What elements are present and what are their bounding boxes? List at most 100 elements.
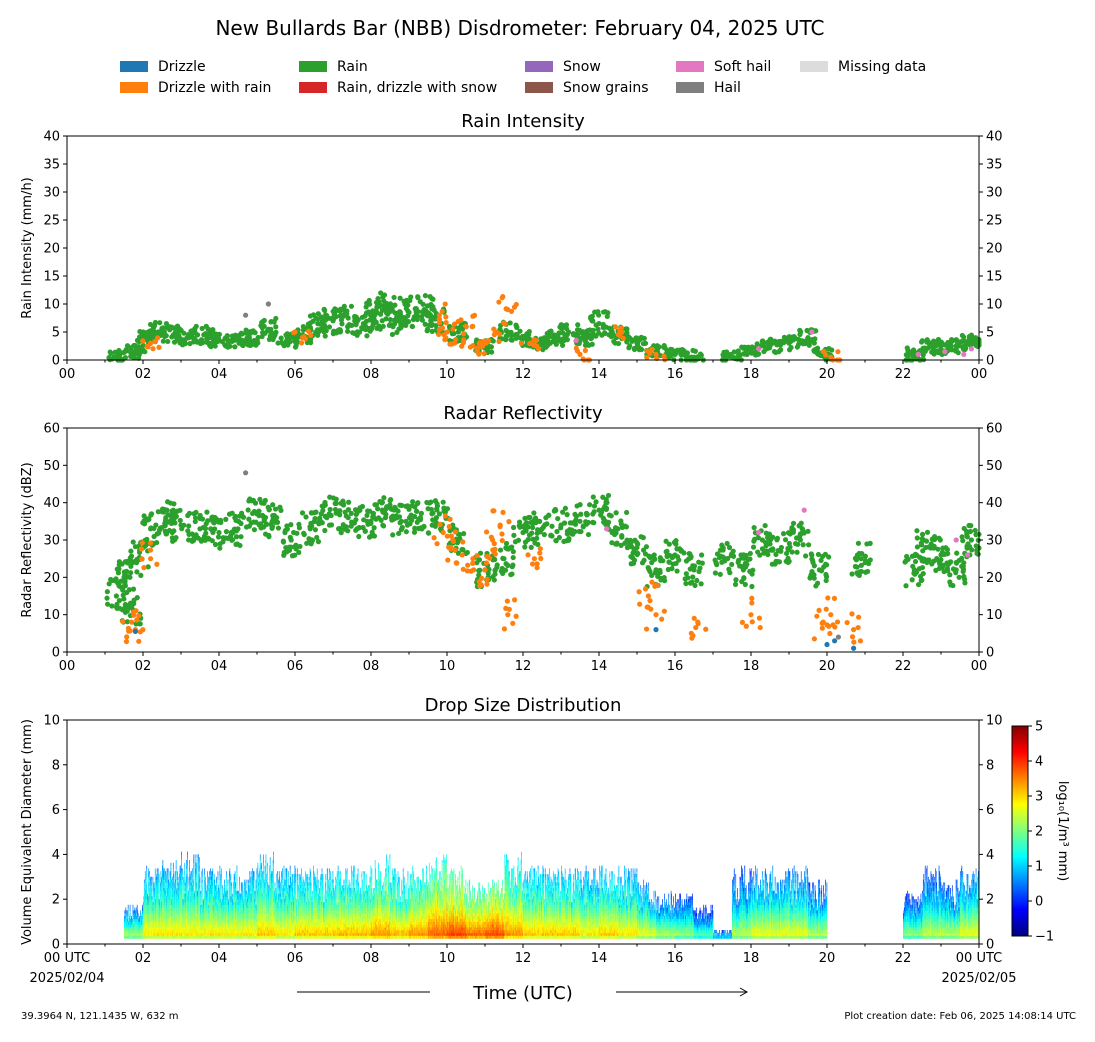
- data-point: [909, 577, 915, 583]
- data-point: [412, 306, 418, 312]
- data-point: [420, 301, 426, 307]
- dsd-cell: [152, 899, 154, 903]
- data-point: [160, 338, 166, 344]
- data-point: [394, 515, 400, 521]
- data-point: [691, 615, 697, 621]
- data-point: [942, 349, 948, 355]
- legend-swatch: [800, 60, 828, 72]
- data-point: [430, 517, 436, 523]
- data-point: [653, 627, 659, 633]
- dsd-cell: [131, 916, 132, 920]
- data-point: [683, 580, 689, 587]
- data-point: [636, 589, 642, 595]
- data-point: [403, 503, 409, 509]
- data-point: [447, 516, 453, 522]
- dsd-cell: [171, 879, 173, 883]
- data-point: [603, 506, 609, 513]
- y-tick-label: 35: [43, 158, 60, 173]
- data-point: [835, 634, 842, 640]
- dsd-cell: [171, 876, 173, 880]
- dsd-cell: [162, 865, 164, 869]
- dsd-cell: [135, 913, 137, 917]
- dsd-cell: [152, 879, 154, 883]
- data-point: [225, 344, 231, 350]
- dsd-cell: [158, 896, 160, 900]
- data-point: [635, 541, 641, 547]
- data-point: [132, 628, 138, 635]
- dsd-cell: [154, 888, 156, 892]
- x-tick-label: 14: [591, 659, 608, 674]
- dsd-cell: [132, 904, 134, 908]
- dsd-cell: [132, 913, 134, 917]
- dsd-cell: [174, 876, 176, 880]
- data-point: [669, 351, 675, 357]
- dsd-cell: [127, 913, 129, 917]
- data-point: [171, 501, 177, 507]
- data-point: [778, 548, 784, 554]
- data-point: [919, 564, 926, 571]
- data-point: [522, 539, 529, 545]
- legend-label: Drizzle with rain: [158, 80, 271, 96]
- dsd-cell: [170, 882, 172, 886]
- data-point: [512, 597, 518, 603]
- dsd-cell: [146, 874, 148, 878]
- data-point: [151, 533, 157, 540]
- dsd-cell: [168, 882, 170, 886]
- data-point: [770, 546, 776, 552]
- dsd-cell: [144, 888, 146, 892]
- x-tick-label: 06: [287, 367, 304, 382]
- legend-label: Hail: [714, 80, 741, 96]
- data-point: [534, 565, 540, 571]
- dsd-cell: [127, 918, 129, 922]
- data-point: [318, 511, 324, 517]
- dsd-cell: [177, 876, 179, 880]
- data-point: [712, 557, 718, 563]
- data-point: [857, 569, 863, 575]
- data-point: [437, 521, 443, 527]
- dsd-cell: [167, 876, 169, 880]
- data-point: [240, 514, 247, 520]
- data-point: [432, 523, 438, 529]
- data-point: [422, 321, 428, 327]
- data-point: [223, 529, 230, 535]
- data-point: [381, 495, 387, 501]
- data-point: [233, 513, 239, 520]
- data-point: [513, 613, 519, 619]
- data-point: [587, 502, 593, 508]
- dsd-cell: [152, 876, 154, 880]
- legend-label: Snow grains: [563, 80, 649, 96]
- data-point: [414, 313, 421, 319]
- data-point: [522, 544, 528, 550]
- data-point: [333, 496, 339, 502]
- data-point: [321, 315, 327, 322]
- data-point: [831, 595, 838, 601]
- data-point: [229, 529, 235, 535]
- data-point: [356, 525, 362, 531]
- data-point: [359, 503, 366, 510]
- data-point: [291, 338, 298, 344]
- data-point: [434, 501, 440, 507]
- dsd-cell: [166, 879, 168, 883]
- data-point: [789, 549, 795, 555]
- dsd-cell: [144, 885, 146, 889]
- data-point: [634, 342, 641, 348]
- dsd-cell: [146, 871, 148, 875]
- data-point: [300, 323, 306, 330]
- data-point: [600, 324, 606, 331]
- data-point: [301, 334, 307, 340]
- data-point: [177, 340, 183, 346]
- data-point: [745, 556, 751, 563]
- data-point: [270, 502, 276, 508]
- data-point: [114, 566, 120, 572]
- dsd-cell: [125, 907, 127, 911]
- data-point: [903, 583, 909, 589]
- data-point: [137, 328, 143, 335]
- data-point: [382, 515, 389, 521]
- dsd-cell: [173, 876, 175, 880]
- data-point: [719, 542, 725, 548]
- dsd-cell: [135, 910, 137, 914]
- dsd-cell: [166, 882, 168, 886]
- data-point: [864, 541, 870, 547]
- dsd-cell: [144, 874, 146, 878]
